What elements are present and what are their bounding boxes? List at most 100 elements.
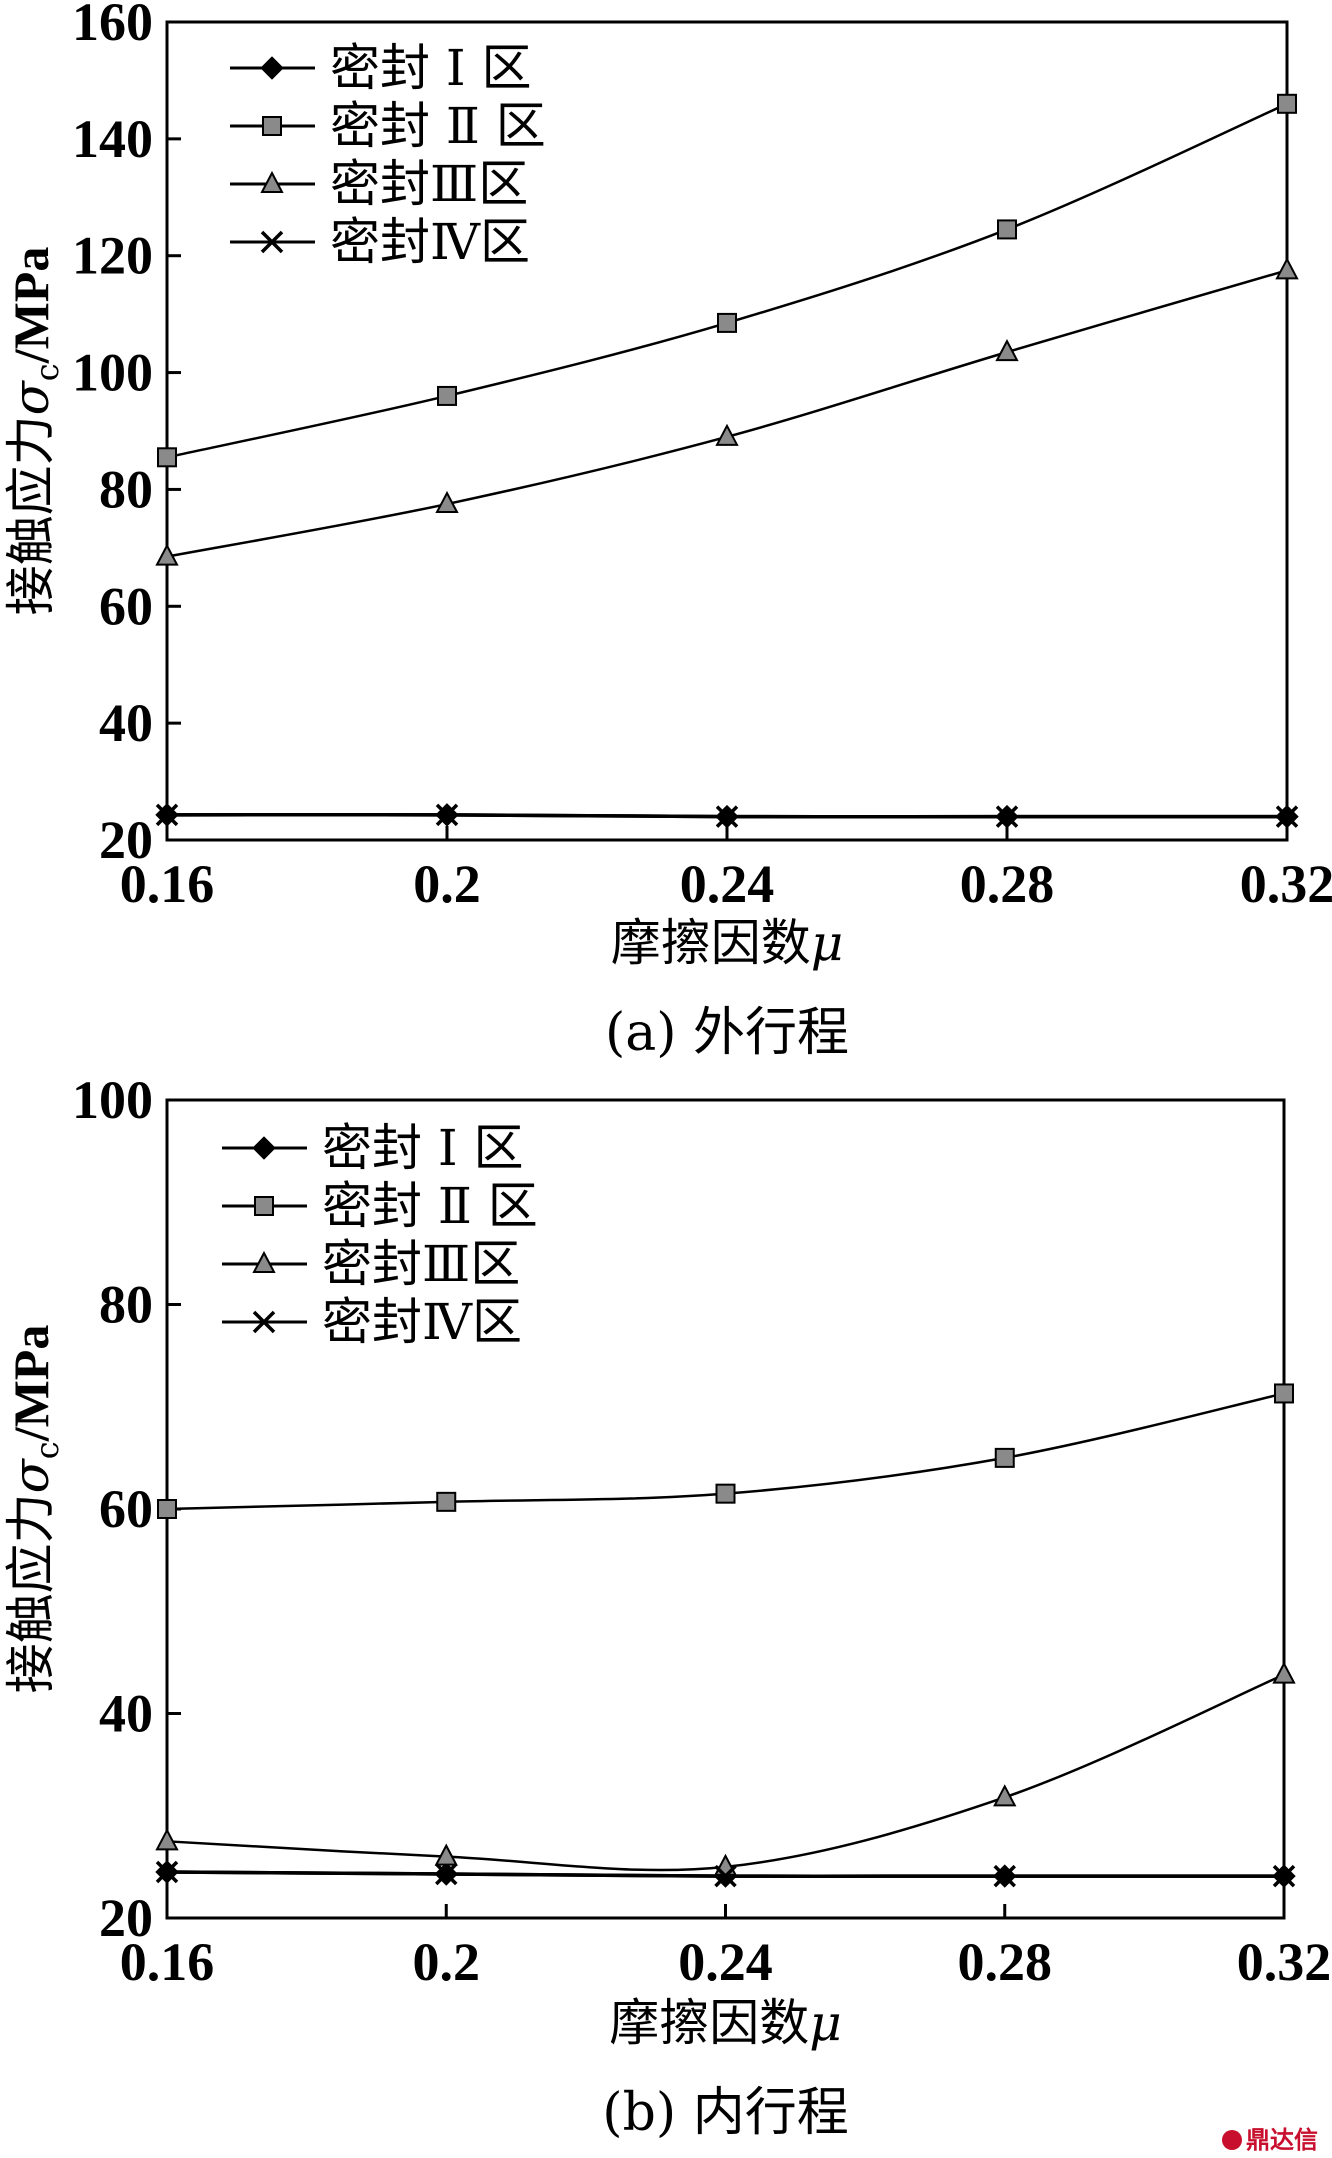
y-tick-label: 20 bbox=[99, 1888, 153, 1948]
y-axis-title: 接触应力σc/MPa bbox=[2, 1325, 66, 1694]
watermark-logo: 鼎达信 bbox=[1222, 2126, 1318, 2154]
x-tick-label: 0.32 bbox=[1237, 1932, 1332, 1992]
x-axis-title-text: 摩擦因数 bbox=[609, 1994, 809, 2052]
legend-label: 密封Ⅲ区 bbox=[322, 1235, 520, 1293]
legend-marker bbox=[260, 230, 284, 254]
data-point bbox=[436, 1491, 457, 1512]
legend-marker bbox=[252, 1250, 276, 1273]
chart-panel-a: 20 40 60 80 100 120 140 160 0.16 0.2 0.24 0.28 0.32 密… bbox=[2, 0, 1332, 1063]
series-line bbox=[166, 1673, 1285, 1872]
x-axis-title-symbol: μ bbox=[809, 1994, 842, 2052]
y-tick-label: 140 bbox=[72, 109, 153, 169]
x-tick-label: 0.2 bbox=[413, 1932, 481, 1992]
y-axis-title-sub: c bbox=[28, 1441, 66, 1459]
x-tick-label: 0.2 bbox=[413, 854, 481, 914]
y-axis-title-unit: /MPa bbox=[3, 247, 59, 365]
y-tick-label: 40 bbox=[99, 1684, 153, 1744]
x-tick-label: 0.16 bbox=[120, 854, 215, 914]
legend-label: 密封Ⅲ区 bbox=[330, 155, 528, 213]
x-axis-title-symbol: μ bbox=[811, 914, 844, 972]
data-point bbox=[994, 1447, 1015, 1468]
watermark-text: 鼎达信 bbox=[1246, 2126, 1318, 2154]
y-axis-title-symbol: σ bbox=[2, 379, 60, 415]
data-point bbox=[993, 1864, 1016, 1888]
y-tick-label: 160 bbox=[72, 0, 153, 52]
data-point bbox=[714, 1864, 737, 1888]
legend-label: 密封 Ⅰ 区 bbox=[322, 1119, 524, 1177]
data-point bbox=[995, 338, 1019, 362]
legend-marker bbox=[254, 1196, 274, 1216]
data-point bbox=[155, 543, 179, 566]
y-tick-label: 20 bbox=[99, 810, 153, 870]
legend-marker bbox=[260, 56, 284, 80]
series-triangle bbox=[155, 1661, 1296, 1876]
x-axis-title: 摩擦因数μ bbox=[609, 1994, 842, 2052]
y-axis-title-sub: c bbox=[28, 363, 66, 381]
x-axis-title-text: 摩擦因数 bbox=[611, 914, 811, 972]
data-point bbox=[1272, 1864, 1296, 1888]
x-tick-label: 0.28 bbox=[958, 1932, 1053, 1992]
y-tick-label: 40 bbox=[99, 693, 153, 753]
x-tick-label: 0.24 bbox=[678, 1932, 773, 1992]
data-point bbox=[995, 805, 1019, 828]
x-tick-label: 0.32 bbox=[1240, 854, 1332, 914]
data-point bbox=[435, 803, 459, 827]
data-point bbox=[715, 1483, 736, 1504]
data-point bbox=[435, 490, 459, 514]
y-axis-title: 接触应力σc/MPa bbox=[2, 247, 66, 616]
y-axis-title-text: 接触应力 bbox=[2, 1493, 60, 1693]
legend-label: 密封Ⅳ区 bbox=[322, 1293, 522, 1351]
series-x bbox=[155, 803, 1299, 828]
x-tick-label: 0.16 bbox=[120, 1932, 215, 1992]
series-triangle bbox=[155, 257, 1299, 566]
y-tick-label: 60 bbox=[99, 1479, 153, 1539]
legend-label: 密封 Ⅰ 区 bbox=[330, 39, 532, 97]
data-point bbox=[715, 423, 739, 446]
y-tick-label: 100 bbox=[72, 1070, 153, 1130]
data-point bbox=[155, 803, 179, 827]
legend-label: 密封 Ⅱ 区 bbox=[330, 97, 546, 155]
figure-caption: (a) 外行程 bbox=[605, 1003, 849, 1063]
y-axis-title-unit: /MPa bbox=[3, 1325, 59, 1443]
y-tick-label: 120 bbox=[72, 226, 153, 286]
y-tick-label: 80 bbox=[99, 459, 153, 519]
y-tick-label: 100 bbox=[72, 343, 153, 403]
legend-marker bbox=[252, 1310, 276, 1334]
legend-label: 密封 Ⅱ 区 bbox=[322, 1177, 538, 1235]
legend-marker bbox=[252, 1136, 276, 1160]
data-point bbox=[437, 385, 457, 406]
y-axis-title-text: 接触应力 bbox=[2, 415, 60, 615]
data-point bbox=[435, 1862, 458, 1886]
y-axis-title-symbol: σ bbox=[2, 1457, 60, 1493]
data-point bbox=[434, 1843, 458, 1866]
y-tick-label: 80 bbox=[99, 1275, 153, 1335]
data-point bbox=[155, 1828, 179, 1851]
figure-caption: (b) 内行程 bbox=[602, 2083, 848, 2143]
data-point bbox=[1275, 257, 1299, 280]
legend-marker bbox=[260, 170, 284, 193]
data-point bbox=[157, 1499, 177, 1519]
data-point bbox=[155, 1860, 179, 1884]
data-point bbox=[1277, 93, 1297, 114]
data-point bbox=[1272, 1661, 1296, 1684]
y-tick-label: 60 bbox=[99, 576, 153, 636]
data-point bbox=[157, 447, 177, 468]
legend-label: 密封Ⅳ区 bbox=[330, 213, 530, 271]
legend-marker bbox=[262, 116, 282, 136]
data-point bbox=[1274, 1383, 1294, 1404]
data-point bbox=[715, 805, 739, 828]
x-tick-label: 0.24 bbox=[680, 854, 775, 914]
x-axis-title: 摩擦因数μ bbox=[611, 914, 844, 972]
series-x bbox=[155, 1860, 1296, 1888]
data-point bbox=[1275, 805, 1299, 828]
series-square bbox=[157, 1383, 1294, 1519]
data-point bbox=[997, 219, 1017, 240]
watermark-icon bbox=[1222, 2130, 1242, 2150]
series-square bbox=[157, 93, 1297, 468]
chart-panel-b: 20 40 60 80 100 0.16 0.2 0.24 0.28 0.32 密封 Ⅰ 区密封 Ⅱ… bbox=[2, 1070, 1331, 2143]
data-point bbox=[993, 1784, 1017, 1807]
data-point bbox=[717, 312, 737, 333]
